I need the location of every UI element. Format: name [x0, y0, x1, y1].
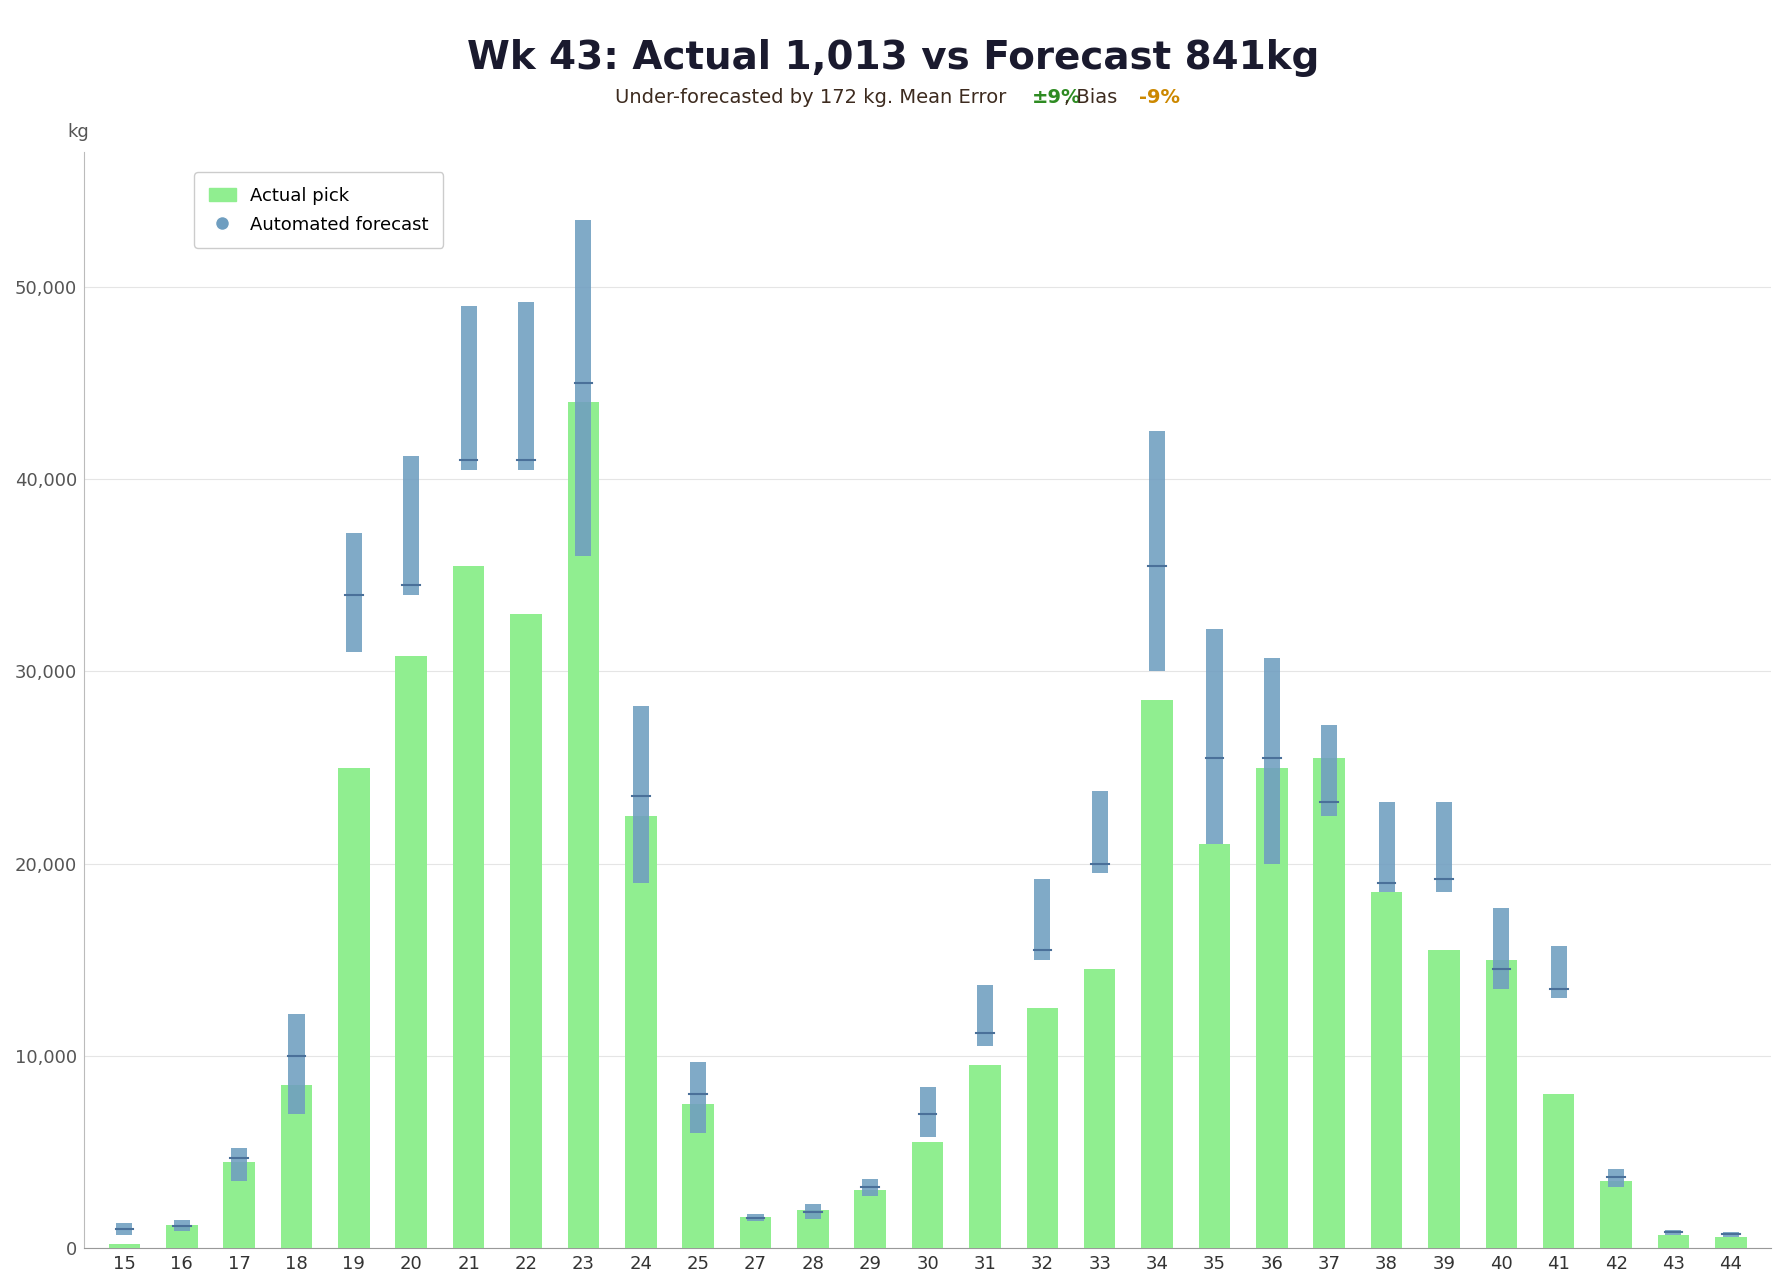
Bar — [116, 1224, 132, 1235]
Bar — [1486, 960, 1516, 1248]
Bar — [395, 656, 427, 1248]
Legend: Actual pick, Automated forecast: Actual pick, Automated forecast — [195, 173, 443, 249]
Bar — [854, 1190, 886, 1248]
Bar — [568, 402, 598, 1248]
Text: ±9%: ±9% — [1032, 88, 1082, 107]
Bar — [173, 1220, 189, 1231]
Bar — [1264, 658, 1281, 864]
Bar — [1206, 629, 1222, 845]
Bar — [977, 985, 993, 1046]
Bar — [625, 815, 657, 1248]
Bar — [1436, 802, 1452, 893]
Text: Wk 43: Actual 1,013 vs Forecast 841kg: Wk 43: Actual 1,013 vs Forecast 841kg — [466, 39, 1320, 77]
Bar — [1715, 1236, 1747, 1248]
Bar — [1256, 768, 1288, 1248]
Bar — [748, 1215, 763, 1221]
Bar — [1322, 725, 1338, 815]
Bar — [223, 1162, 255, 1248]
Bar — [739, 1217, 772, 1248]
Bar — [1665, 1230, 1681, 1235]
Bar — [1027, 1007, 1057, 1248]
Bar — [289, 1014, 304, 1114]
Bar — [682, 1104, 714, 1248]
Bar — [689, 1061, 705, 1132]
Bar — [1084, 970, 1116, 1248]
Text: kg: kg — [68, 124, 89, 142]
Bar — [461, 307, 477, 470]
Bar — [1657, 1235, 1690, 1248]
Bar — [166, 1225, 198, 1248]
Bar — [1493, 908, 1509, 989]
Bar — [511, 613, 541, 1248]
Bar — [1607, 1170, 1623, 1186]
Bar — [338, 768, 370, 1248]
Bar — [1313, 757, 1345, 1248]
Bar — [1550, 947, 1566, 998]
Bar — [109, 1244, 139, 1248]
Bar — [280, 1084, 313, 1248]
Bar — [1543, 1095, 1575, 1248]
Bar — [913, 1142, 943, 1248]
Bar — [346, 533, 363, 652]
Bar — [575, 220, 591, 556]
Bar — [1372, 893, 1402, 1248]
Bar — [1429, 951, 1459, 1248]
Bar — [1034, 878, 1050, 960]
Bar — [404, 456, 420, 595]
Bar — [920, 1087, 936, 1136]
Text: , Bias: , Bias — [1064, 88, 1123, 107]
Text: Under-forecasted by 172 kg. Mean Error: Under-forecasted by 172 kg. Mean Error — [614, 88, 1013, 107]
Bar — [454, 565, 484, 1248]
Bar — [970, 1065, 1000, 1248]
Bar — [1723, 1231, 1740, 1236]
Bar — [518, 303, 534, 470]
Bar — [1091, 791, 1107, 873]
Bar — [863, 1179, 879, 1197]
Bar — [632, 706, 648, 882]
Bar — [805, 1204, 822, 1220]
Bar — [1148, 431, 1164, 671]
Bar — [1600, 1181, 1632, 1248]
Text: -9%: -9% — [1139, 88, 1181, 107]
Bar — [797, 1209, 829, 1248]
Bar — [1198, 845, 1231, 1248]
Bar — [1141, 701, 1173, 1248]
Bar — [1379, 802, 1395, 893]
Bar — [230, 1148, 246, 1181]
